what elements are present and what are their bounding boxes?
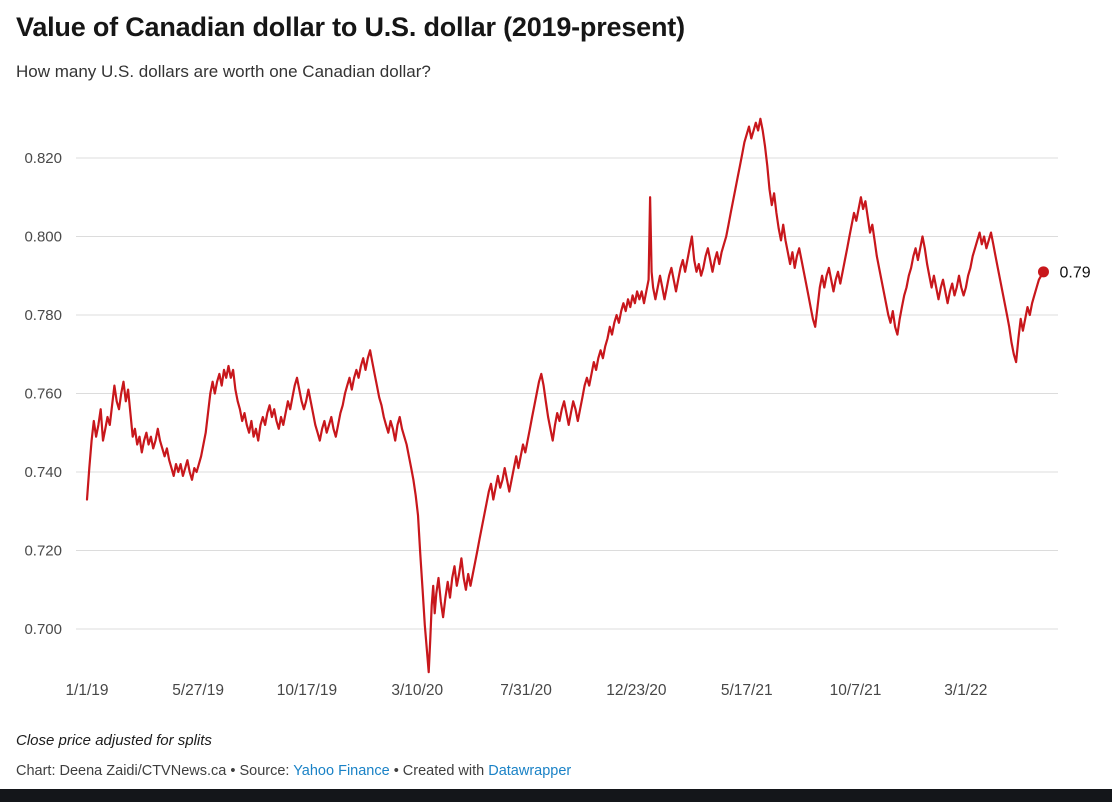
source-link[interactable]: Yahoo Finance: [293, 763, 390, 779]
x-tick-label: 12/23/20: [606, 682, 667, 699]
end-point-dot: [1037, 266, 1049, 278]
bottom-bar: [0, 789, 1112, 802]
x-tick-label: 5/17/21: [721, 682, 773, 699]
chart-canvas: 0.820 0.800 0.780 0.760 0.740 0.720 0.700 1/1/1…: [24, 117, 1091, 699]
y-tick-label: 0.720: [24, 543, 62, 560]
y-tick-label: 0.820: [24, 150, 62, 167]
x-tick-label: 3/1/22: [944, 682, 987, 699]
price-line: [85, 117, 1045, 674]
y-tick-label: 0.760: [24, 386, 62, 403]
chart-subtitle: How many U.S. dollars are worth one Cana…: [16, 62, 431, 81]
end-value-label: 0.79: [1059, 264, 1090, 281]
x-tick-label: 10/7/21: [830, 682, 882, 699]
x-tick-label: 1/1/19: [65, 682, 108, 699]
y-tick-label: 0.780: [24, 307, 62, 324]
byline-text-chart-source: Chart: Deena Zaidi/CTVNews.ca • Source:: [16, 763, 294, 779]
y-tick-label: 0.800: [24, 229, 62, 246]
chart-title: Value of Canadian dollar to U.S. dollar …: [16, 12, 685, 42]
byline-text-created-with: • Created with: [389, 763, 489, 779]
byline: Chart: Deena Zaidi/CTVNews.ca • Source: …: [16, 763, 571, 779]
datawrapper-link[interactable]: Datawrapper: [488, 763, 572, 779]
x-tick-label: 3/10/20: [391, 682, 443, 699]
x-tick-label: 10/17/19: [277, 682, 337, 699]
x-tick-label: 7/31/20: [500, 682, 552, 699]
x-tick-label: 5/27/19: [172, 682, 224, 699]
y-tick-label: 0.740: [24, 464, 62, 481]
y-tick-label: 0.700: [24, 621, 62, 638]
footnote: Close price adjusted for splits: [16, 732, 212, 749]
